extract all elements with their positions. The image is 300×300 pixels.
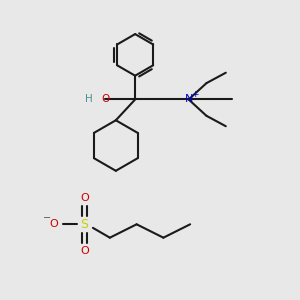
Text: H: H [85, 94, 93, 104]
Text: O: O [49, 219, 58, 229]
Text: O: O [80, 246, 89, 256]
Text: N: N [184, 94, 193, 104]
Text: +: + [191, 90, 199, 99]
Text: −: − [44, 213, 52, 223]
Text: S: S [81, 218, 88, 231]
Text: O: O [80, 193, 89, 202]
Text: O: O [101, 94, 110, 104]
